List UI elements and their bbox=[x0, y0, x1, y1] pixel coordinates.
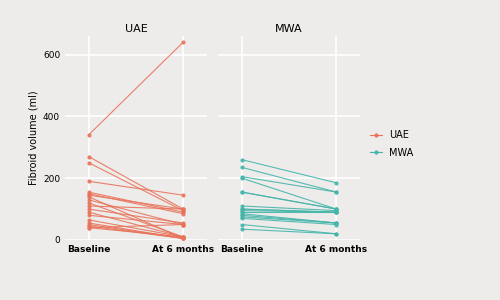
Y-axis label: Fibroid volume (ml): Fibroid volume (ml) bbox=[28, 91, 38, 185]
Title: UAE: UAE bbox=[124, 24, 148, 34]
Title: MWA: MWA bbox=[276, 24, 303, 34]
Legend: UAE, MWA: UAE, MWA bbox=[370, 130, 414, 158]
